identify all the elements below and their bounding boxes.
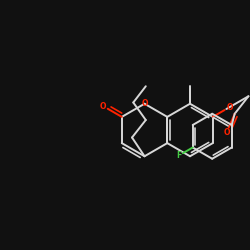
- Text: F: F: [176, 151, 181, 160]
- Text: O: O: [141, 99, 148, 108]
- Text: O: O: [224, 128, 230, 137]
- Text: O: O: [100, 102, 106, 110]
- Text: O: O: [226, 103, 233, 112]
